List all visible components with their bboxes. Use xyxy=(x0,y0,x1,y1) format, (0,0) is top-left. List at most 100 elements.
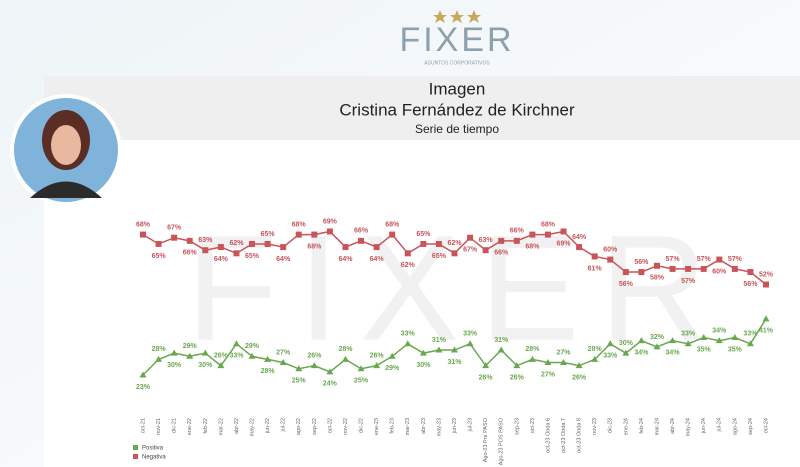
data-label: 26% xyxy=(510,374,525,381)
data-label: 57% xyxy=(681,278,696,285)
data-label: 31% xyxy=(432,337,447,344)
x-tick-label: Ago-23 POS PASO xyxy=(499,417,505,465)
data-label: 67% xyxy=(167,225,182,232)
x-tick-label: abr-24 xyxy=(670,418,676,434)
data-label: 27% xyxy=(276,349,291,356)
data-label: 41% xyxy=(759,328,774,335)
x-tick-label: ago-24 xyxy=(732,418,738,435)
data-label: 29% xyxy=(183,343,198,350)
point xyxy=(404,340,412,347)
data-label: 29% xyxy=(245,343,260,350)
data-label: 63% xyxy=(198,237,213,244)
data-label: 34% xyxy=(634,350,649,357)
x-tick-label: mar-23 xyxy=(405,418,411,435)
point xyxy=(357,365,365,372)
data-label: 63% xyxy=(479,237,494,244)
data-label: 23% xyxy=(136,384,151,391)
data-label: 66% xyxy=(354,228,369,235)
x-tick-label: jul-24 xyxy=(717,418,723,432)
data-label: 35% xyxy=(697,346,712,353)
point xyxy=(747,269,754,276)
point xyxy=(404,250,411,257)
point xyxy=(669,337,677,344)
point xyxy=(482,362,490,369)
point xyxy=(606,340,614,347)
point xyxy=(139,371,147,378)
chart-caption: Serie de tiempo xyxy=(415,122,499,136)
x-tick-label: Ago-23 Pre PASO xyxy=(483,417,489,462)
data-label: 33% xyxy=(743,331,758,338)
x-tick-label: oct-23 Onda 6 xyxy=(545,418,551,453)
point xyxy=(155,240,162,247)
point xyxy=(341,355,349,362)
point xyxy=(326,228,333,235)
point xyxy=(669,265,676,272)
x-tick-label: nov-22 xyxy=(343,418,349,435)
point xyxy=(622,349,630,356)
x-tick-label: jun-24 xyxy=(701,418,707,434)
data-label: 65% xyxy=(416,231,431,238)
data-label: 27% xyxy=(557,349,572,356)
x-tick-label: oct-21 xyxy=(140,418,146,433)
data-label: 33% xyxy=(229,353,244,360)
data-label: 61% xyxy=(588,265,603,272)
point xyxy=(186,352,194,359)
x-tick-label: sep-22 xyxy=(312,418,318,435)
x-tick-label: dic-23 xyxy=(608,418,614,433)
data-label: 66% xyxy=(494,250,509,257)
x-tick-label: sep-24 xyxy=(748,418,754,435)
data-label: 28% xyxy=(152,346,167,353)
point xyxy=(497,346,505,353)
x-tick-label: jul-22 xyxy=(281,418,287,432)
data-label: 57% xyxy=(666,256,681,263)
data-label: 34% xyxy=(666,350,681,357)
point xyxy=(731,265,738,272)
data-label: 69% xyxy=(557,240,572,247)
data-label: 52% xyxy=(759,271,774,278)
point xyxy=(326,368,334,375)
data-label: 25% xyxy=(354,378,369,385)
point xyxy=(529,231,536,238)
data-label: 62% xyxy=(401,262,416,269)
x-tick-label: ago-22 xyxy=(296,418,302,435)
point xyxy=(217,244,224,251)
point xyxy=(731,334,739,341)
data-label: 62% xyxy=(229,240,244,247)
data-label: 62% xyxy=(447,240,462,247)
data-label: 60% xyxy=(712,268,727,275)
point xyxy=(544,231,551,238)
point xyxy=(140,231,146,238)
x-tick-label: nov-21 xyxy=(156,418,162,435)
point xyxy=(342,244,349,251)
data-label: 68% xyxy=(307,243,322,250)
data-label: 33% xyxy=(603,353,618,360)
x-tick-label: nov-23 xyxy=(592,418,598,435)
point xyxy=(186,237,193,244)
data-label: 68% xyxy=(385,221,400,228)
data-label: 33% xyxy=(681,331,696,338)
point xyxy=(513,362,521,369)
data-label: 65% xyxy=(152,253,167,260)
point xyxy=(217,362,225,369)
x-tick-label: mar-22 xyxy=(218,418,224,435)
point xyxy=(201,349,209,356)
data-label: 27% xyxy=(541,371,556,378)
point xyxy=(560,228,567,235)
point xyxy=(310,362,318,369)
x-tick-label: jul-23 xyxy=(468,418,474,432)
x-tick-label: ene-24 xyxy=(623,418,629,435)
data-label: 68% xyxy=(541,221,556,228)
data-label: 30% xyxy=(416,362,431,369)
data-label: 58% xyxy=(650,275,665,282)
point xyxy=(280,244,287,251)
point xyxy=(591,253,598,260)
data-label: 33% xyxy=(401,331,416,338)
data-label: 68% xyxy=(525,243,540,250)
legend-swatch xyxy=(133,454,138,459)
point xyxy=(653,343,661,350)
point xyxy=(388,352,396,359)
point xyxy=(763,281,769,288)
point xyxy=(576,244,583,251)
